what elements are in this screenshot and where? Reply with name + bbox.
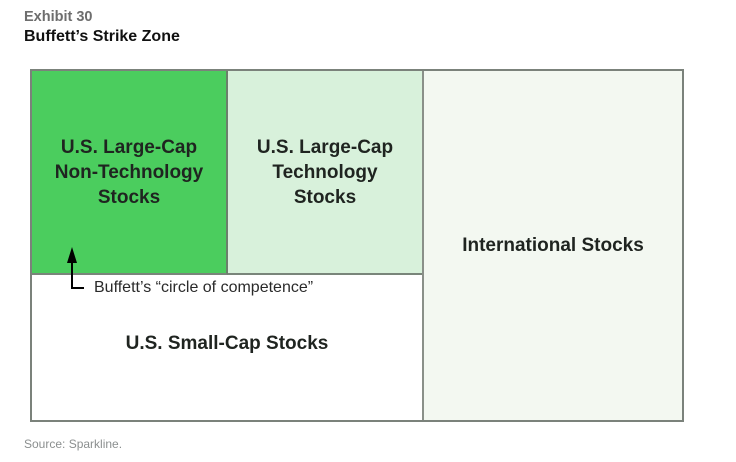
small-cap-label-wrap: U.S. Small-Cap Stocks bbox=[32, 331, 422, 356]
box-label-us-large-cap-non-technology: U.S. Large-Cap Non-Technology Stocks bbox=[54, 136, 204, 208]
box-label-international-stocks: International Stocks bbox=[462, 235, 644, 256]
page-title: Buffett’s Strike Zone bbox=[24, 28, 180, 45]
exhibit-header: Exhibit 30 Buffett’s Strike Zone bbox=[24, 8, 180, 46]
box-us-large-cap-technology: U.S. Large-Cap Technology Stocks bbox=[228, 71, 422, 275]
box-us-small-cap-stocks bbox=[32, 275, 422, 420]
annotation-circle-of-competence: Buffett’s “circle of competence” bbox=[94, 279, 314, 296]
source-note: Source: Sparkline. bbox=[24, 437, 123, 451]
box-international-stocks: International Stocks bbox=[422, 71, 682, 420]
box-us-large-cap-non-technology: U.S. Large-Cap Non-Technology Stocks bbox=[32, 71, 228, 275]
strike-zone-diagram: U.S. Large-Cap Non-Technology Stocks U.S… bbox=[30, 69, 684, 422]
exhibit-number: Exhibit 30 bbox=[24, 9, 93, 25]
box-label-us-large-cap-technology: U.S. Large-Cap Technology Stocks bbox=[256, 136, 394, 208]
box-label-us-small-cap-stocks: U.S. Small-Cap Stocks bbox=[125, 333, 329, 354]
